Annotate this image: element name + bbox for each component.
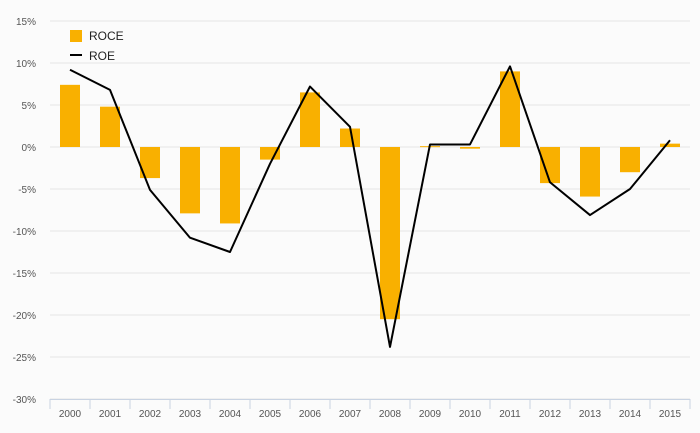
roce-bar [260, 147, 280, 160]
y-tick-label: -30% [13, 395, 36, 406]
roce-bar [180, 147, 200, 214]
roe-line-group [69, 65, 671, 348]
x-tick-label: 2007 [339, 409, 362, 420]
x-tick-label: 2011 [499, 409, 521, 420]
y-tick-label: -10% [13, 227, 36, 238]
x-tick-label: 2000 [59, 409, 82, 420]
roce-bar [300, 92, 320, 147]
roce-bar [60, 84, 80, 147]
y-tick-label: 0% [22, 143, 37, 154]
x-tick-label: 2009 [419, 409, 442, 420]
x-tick-label: 2002 [139, 409, 162, 420]
y-tick-label: -5% [18, 185, 36, 196]
gridlines [50, 20, 690, 400]
axes: 15% 10% 5% 0% -5% -10% -15% -20% -25% -30% 2000 200… [13, 17, 691, 420]
x-tick-label: 2014 [619, 409, 642, 420]
roce-bar [580, 147, 600, 197]
y-tick-label: -25% [13, 353, 36, 364]
roce-bars [60, 71, 680, 320]
legend-roe-label: ROE [89, 49, 115, 63]
y-tick-label: 10% [16, 59, 36, 70]
roe-line [69, 65, 671, 348]
legend-roce-label: ROCE [89, 29, 124, 43]
x-tick-label: 2003 [179, 409, 202, 420]
legend-roce-swatch [70, 30, 82, 42]
roce-bar [500, 71, 520, 147]
y-tick-label: 15% [16, 17, 36, 28]
y-tick-label: -20% [13, 311, 36, 322]
y-tick-label: -15% [13, 269, 36, 280]
roce-bar [220, 147, 240, 224]
roce-bar [380, 147, 400, 320]
x-tick-label: 2001 [99, 409, 122, 420]
x-tick-label: 2008 [379, 409, 402, 420]
roce-bar [460, 147, 480, 149]
x-tick-label: 2006 [299, 409, 322, 420]
roce-bar [660, 143, 680, 147]
roce-bar [620, 147, 640, 173]
roce-bar [340, 128, 360, 147]
x-tick-label: 2015 [659, 409, 682, 420]
x-tick-label: 2004 [219, 409, 242, 420]
legend: ROCE ROE [70, 29, 124, 63]
y-tick-label: 5% [22, 101, 37, 112]
x-tick-label: 2012 [539, 409, 562, 420]
x-tick-label: 2010 [459, 409, 482, 420]
roce-bar [540, 147, 560, 184]
x-tick-label: 2013 [579, 409, 602, 420]
roce-bar [100, 106, 120, 147]
x-tick-label: 2005 [259, 409, 282, 420]
roce-bar [140, 147, 160, 179]
